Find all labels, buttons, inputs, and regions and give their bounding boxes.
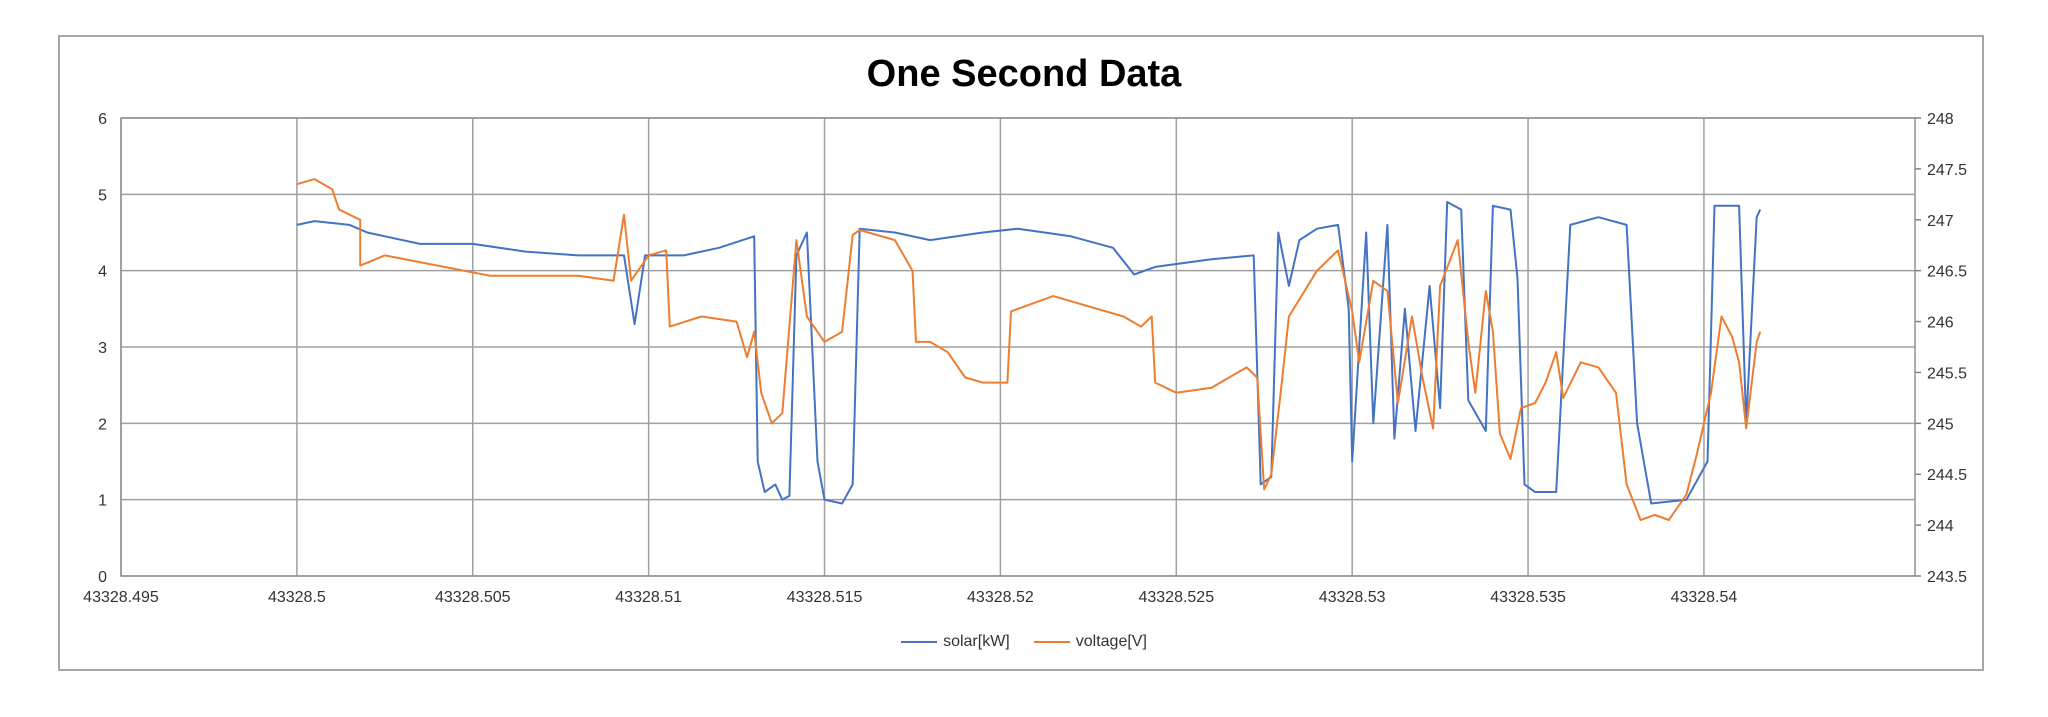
legend-item-voltage: voltage[V] bbox=[1033, 633, 1147, 651]
chart-title: One Second Data bbox=[866, 53, 1182, 95]
y-left-tick-label: 1 bbox=[98, 493, 107, 510]
legend-swatch-voltage bbox=[1033, 641, 1070, 643]
x-tick-label: 43328.535 bbox=[1490, 589, 1566, 606]
y-right-tick-label: 248 bbox=[1927, 111, 1954, 128]
y-left-tick-label: 0 bbox=[98, 569, 107, 586]
y-right-tick-label: 247.5 bbox=[1927, 162, 1967, 179]
y-left-tick-label: 6 bbox=[98, 111, 107, 128]
legend-label-voltage: voltage[V] bbox=[1075, 633, 1147, 650]
y-left-tick-label: 2 bbox=[98, 416, 107, 433]
legend-label-solar: solar[kW] bbox=[943, 633, 1010, 650]
y-right-tick-label: 245 bbox=[1927, 416, 1954, 433]
y-right-tick-label: 244.5 bbox=[1927, 467, 1967, 484]
y-right-tick-label: 246 bbox=[1927, 315, 1954, 332]
y-right-tick-label: 245.5 bbox=[1927, 365, 1967, 382]
legend-item-solar: solar[kW] bbox=[901, 633, 1010, 651]
x-tick-label: 43328.5 bbox=[268, 589, 326, 606]
y-right-tick-label: 247 bbox=[1927, 213, 1954, 230]
y-right-tick-label: 246.5 bbox=[1927, 264, 1967, 281]
x-tick-label: 43328.54 bbox=[1671, 589, 1738, 606]
x-tick-label: 43328.52 bbox=[967, 589, 1034, 606]
x-tick-label: 43328.515 bbox=[787, 589, 863, 606]
legend: solar[kW] voltage[V] bbox=[0, 630, 2048, 654]
y-left-tick-label: 3 bbox=[98, 340, 107, 357]
x-tick-label: 43328.505 bbox=[435, 589, 511, 606]
x-tick-label: 43328.495 bbox=[83, 589, 159, 606]
plot-border bbox=[120, 117, 1916, 577]
x-tick-label: 43328.525 bbox=[1138, 589, 1214, 606]
chart-area bbox=[58, 35, 1984, 671]
y-left-tick-label: 4 bbox=[98, 264, 107, 281]
series-line-solar bbox=[296, 201, 1762, 505]
series-line-voltage bbox=[296, 178, 1762, 521]
x-tick-label: 43328.53 bbox=[1319, 589, 1386, 606]
y-right-tick-label: 243.5 bbox=[1927, 569, 1967, 586]
y-right-tick-label: 244 bbox=[1927, 518, 1954, 535]
x-tick-label: 43328.51 bbox=[615, 589, 682, 606]
legend-swatch-solar bbox=[901, 641, 938, 643]
y-left-tick-label: 5 bbox=[98, 187, 107, 204]
